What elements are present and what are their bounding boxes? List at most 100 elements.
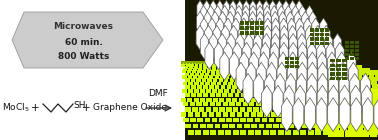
Bar (234, 93, 240, 97)
Bar (206, 107, 211, 112)
Bar (220, 61, 223, 63)
Polygon shape (228, 5, 235, 26)
Bar (274, 57, 279, 60)
Bar (211, 73, 215, 76)
Polygon shape (283, 0, 289, 20)
Bar (245, 82, 250, 85)
Polygon shape (255, 25, 263, 50)
Bar (231, 75, 235, 79)
Bar (309, 98, 314, 102)
Bar (343, 63, 349, 67)
Bar (289, 102, 296, 107)
Bar (216, 57, 220, 60)
Bar (279, 64, 282, 67)
Bar (231, 62, 235, 65)
Text: SH: SH (73, 101, 85, 109)
Polygon shape (296, 18, 303, 41)
Bar (373, 70, 378, 75)
Bar (181, 61, 183, 64)
Bar (212, 68, 216, 71)
Bar (221, 60, 224, 63)
Bar (206, 98, 212, 102)
Bar (350, 53, 354, 56)
Bar (197, 60, 200, 63)
Bar (264, 61, 268, 64)
Bar (250, 65, 255, 70)
Bar (253, 61, 256, 64)
Bar (246, 63, 249, 66)
Bar (188, 68, 192, 71)
Bar (316, 93, 321, 97)
Bar (232, 130, 239, 135)
Bar (182, 63, 185, 66)
Bar (326, 102, 333, 107)
Polygon shape (250, 5, 256, 26)
Bar (265, 57, 268, 60)
Bar (331, 70, 337, 75)
Bar (368, 102, 373, 106)
Bar (327, 75, 331, 79)
Bar (185, 0, 378, 140)
Bar (296, 102, 304, 107)
Bar (304, 61, 309, 66)
Bar (268, 78, 273, 82)
Bar (253, 93, 258, 97)
Bar (321, 113, 328, 118)
Bar (236, 102, 241, 106)
Bar (246, 58, 250, 61)
Polygon shape (264, 73, 274, 104)
Bar (214, 60, 217, 63)
Bar (274, 58, 279, 61)
Polygon shape (279, 42, 288, 70)
Bar (368, 124, 374, 128)
Bar (203, 64, 207, 67)
Bar (271, 63, 275, 66)
Bar (280, 59, 285, 62)
Bar (208, 66, 211, 69)
Bar (276, 57, 280, 60)
Bar (239, 58, 243, 61)
Bar (221, 64, 225, 67)
Bar (336, 77, 341, 80)
Bar (281, 77, 287, 81)
Polygon shape (347, 52, 356, 80)
Bar (211, 82, 216, 85)
Polygon shape (293, 98, 304, 131)
Bar (199, 107, 204, 112)
Bar (350, 57, 354, 60)
Bar (243, 59, 246, 62)
Bar (256, 77, 262, 81)
Bar (252, 78, 256, 82)
Polygon shape (270, 0, 276, 20)
Bar (339, 124, 345, 128)
Bar (309, 107, 316, 113)
Bar (272, 60, 276, 64)
Bar (254, 58, 257, 61)
Bar (265, 57, 269, 60)
Bar (255, 130, 261, 135)
Bar (358, 118, 366, 124)
Bar (348, 124, 355, 130)
Bar (249, 61, 252, 63)
Bar (296, 57, 301, 60)
Bar (275, 77, 281, 81)
Bar (203, 66, 207, 69)
Bar (289, 102, 294, 106)
Bar (338, 130, 344, 135)
Bar (337, 113, 344, 118)
Polygon shape (297, 62, 307, 92)
Bar (206, 61, 209, 64)
Text: +: + (31, 103, 39, 113)
Bar (243, 62, 247, 65)
Bar (217, 57, 221, 60)
Bar (312, 65, 317, 70)
Bar (270, 73, 276, 78)
Bar (226, 68, 230, 71)
Bar (270, 64, 274, 67)
Bar (238, 85, 243, 89)
Bar (265, 70, 271, 75)
Bar (280, 92, 287, 98)
Polygon shape (218, 33, 226, 59)
Bar (279, 78, 284, 82)
Bar (356, 73, 362, 78)
